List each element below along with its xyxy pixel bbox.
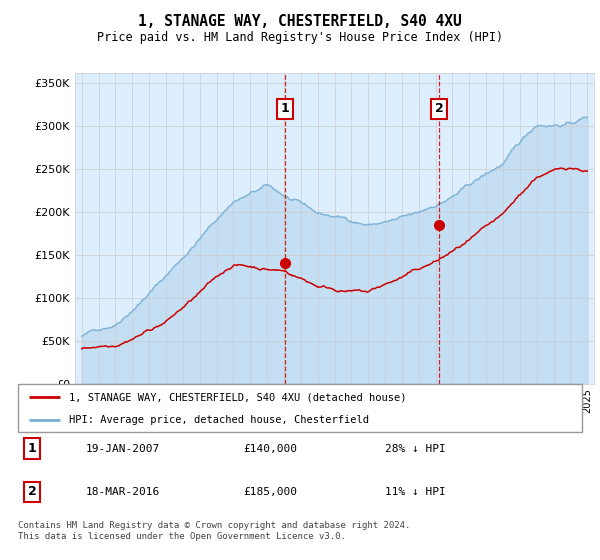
Text: Contains HM Land Registry data © Crown copyright and database right 2024.
This d: Contains HM Land Registry data © Crown c… xyxy=(18,521,410,541)
Text: 1: 1 xyxy=(280,102,289,115)
Text: £185,000: £185,000 xyxy=(244,487,298,497)
Text: 1, STANAGE WAY, CHESTERFIELD, S40 4XU (detached house): 1, STANAGE WAY, CHESTERFIELD, S40 4XU (d… xyxy=(69,392,406,402)
FancyBboxPatch shape xyxy=(18,384,582,432)
Text: 28% ↓ HPI: 28% ↓ HPI xyxy=(385,444,445,454)
Text: HPI: Average price, detached house, Chesterfield: HPI: Average price, detached house, Ches… xyxy=(69,415,369,425)
Text: Price paid vs. HM Land Registry's House Price Index (HPI): Price paid vs. HM Land Registry's House … xyxy=(97,31,503,44)
Text: 19-JAN-2007: 19-JAN-2007 xyxy=(86,444,160,454)
Text: 1: 1 xyxy=(28,442,37,455)
Text: 11% ↓ HPI: 11% ↓ HPI xyxy=(385,487,445,497)
Text: 18-MAR-2016: 18-MAR-2016 xyxy=(86,487,160,497)
Text: £140,000: £140,000 xyxy=(244,444,298,454)
Text: 1, STANAGE WAY, CHESTERFIELD, S40 4XU: 1, STANAGE WAY, CHESTERFIELD, S40 4XU xyxy=(138,14,462,29)
Text: 2: 2 xyxy=(435,102,443,115)
Text: 2: 2 xyxy=(28,486,37,498)
